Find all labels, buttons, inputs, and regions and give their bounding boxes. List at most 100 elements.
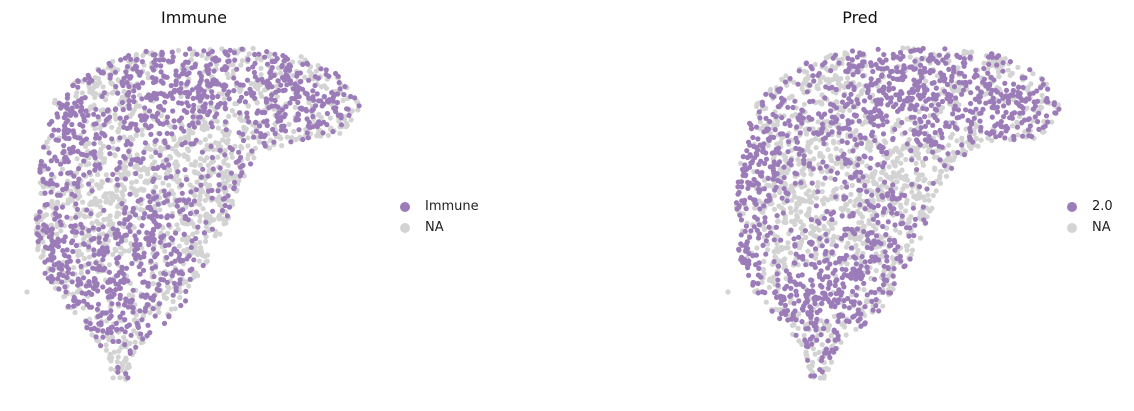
point-positive — [1001, 114, 1007, 120]
point-na — [898, 160, 904, 166]
point-positive — [185, 79, 191, 85]
point-na — [757, 119, 763, 125]
point-positive — [83, 291, 89, 297]
point-positive — [850, 314, 856, 320]
point-na — [810, 346, 816, 352]
point-positive — [249, 93, 255, 99]
point-positive — [93, 163, 99, 169]
point-positive — [115, 241, 121, 247]
point-positive — [937, 157, 943, 163]
point-na — [857, 192, 863, 198]
point-positive — [106, 269, 112, 275]
point-positive — [1002, 135, 1008, 141]
point-positive — [771, 237, 777, 243]
point-positive — [83, 318, 89, 324]
point-positive — [64, 105, 70, 111]
point-positive — [846, 305, 852, 311]
point-na — [101, 193, 107, 200]
point-positive — [123, 69, 129, 75]
point-positive — [254, 110, 260, 116]
point-positive — [848, 245, 855, 251]
point-positive — [101, 90, 107, 96]
point-positive — [842, 179, 848, 185]
point-positive — [153, 149, 159, 156]
point-positive — [60, 186, 66, 193]
point-na — [35, 247, 41, 253]
point-na — [939, 168, 945, 174]
point-positive — [895, 244, 901, 250]
point-positive — [751, 143, 757, 149]
point-na — [197, 162, 203, 168]
point-positive — [767, 118, 773, 125]
point-na — [170, 191, 176, 197]
point-positive — [739, 254, 745, 260]
point-positive — [920, 105, 926, 111]
point-na — [290, 73, 296, 79]
point-na — [108, 366, 114, 372]
point-positive — [101, 122, 107, 128]
point-positive — [750, 182, 757, 188]
point-positive — [823, 163, 829, 169]
point-positive — [850, 72, 856, 78]
point-positive — [155, 224, 161, 230]
point-na — [72, 309, 78, 316]
point-na — [847, 107, 853, 113]
point-positive — [78, 263, 84, 269]
point-na — [835, 80, 841, 86]
point-positive — [173, 72, 179, 78]
point-positive — [854, 284, 860, 290]
point-positive — [75, 84, 81, 90]
point-positive — [83, 108, 89, 114]
point-positive — [210, 166, 216, 172]
point-na — [915, 177, 921, 183]
point-positive — [112, 69, 118, 75]
point-positive — [56, 213, 63, 219]
point-positive — [869, 240, 875, 246]
point-positive — [162, 271, 169, 277]
point-na — [167, 168, 173, 174]
point-positive — [876, 286, 882, 292]
point-positive — [195, 94, 201, 101]
point-positive — [189, 108, 196, 114]
point-na — [1039, 92, 1045, 98]
point-na — [796, 161, 802, 167]
point-positive — [100, 111, 106, 117]
point-na — [161, 294, 167, 300]
point-positive — [934, 117, 940, 123]
point-positive — [866, 114, 872, 120]
point-positive — [181, 231, 187, 238]
point-positive — [862, 304, 868, 310]
point-positive — [735, 191, 741, 197]
point-positive — [129, 260, 135, 267]
point-na — [828, 333, 834, 339]
point-positive — [859, 254, 865, 260]
point-positive — [955, 107, 961, 113]
point-na — [819, 197, 826, 203]
point-positive — [870, 216, 876, 222]
point-positive — [178, 302, 184, 309]
point-positive — [114, 176, 120, 182]
point-positive — [217, 165, 223, 171]
point-na — [954, 138, 960, 144]
point-na — [112, 247, 119, 253]
point-na — [141, 187, 147, 193]
point-na — [1039, 105, 1045, 111]
point-positive — [809, 261, 815, 267]
point-positive — [330, 98, 336, 104]
point-positive — [121, 124, 127, 130]
point-positive — [92, 167, 98, 173]
point-na — [92, 195, 98, 202]
point-positive — [198, 174, 205, 180]
point-na — [133, 103, 140, 109]
point-positive — [75, 276, 81, 282]
point-positive — [750, 279, 756, 286]
point-positive — [320, 130, 326, 136]
point-na — [932, 165, 938, 171]
point-positive — [861, 280, 867, 286]
point-positive — [926, 96, 932, 102]
point-na — [202, 197, 208, 203]
point-positive — [99, 93, 105, 100]
point-positive — [821, 141, 827, 147]
point-positive — [240, 82, 246, 88]
point-positive — [64, 112, 70, 118]
